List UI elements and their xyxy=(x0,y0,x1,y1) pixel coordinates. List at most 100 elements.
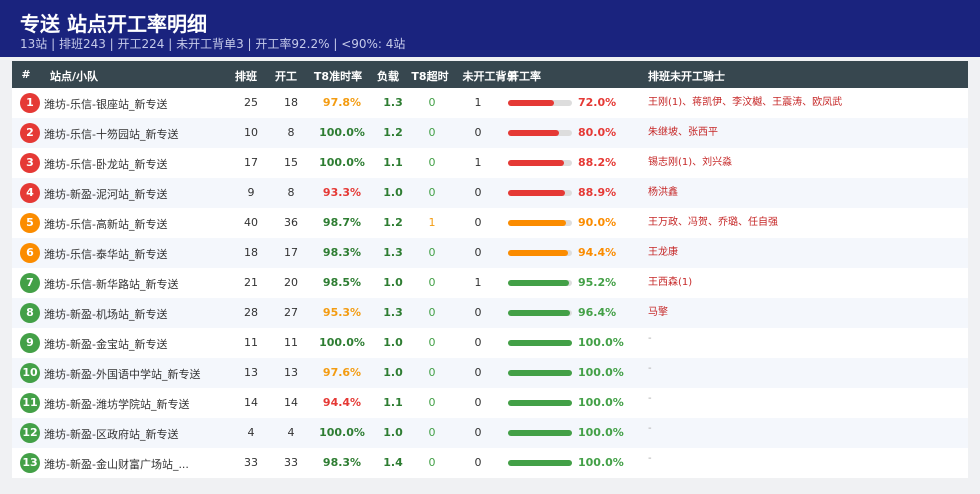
table-row: 5 潍坊-乐信-高新站_新专送 40 36 98.7% 1.2 1 0 90.0% 王万政、冯贺、… xyxy=(12,208,968,238)
scheduled: 28 xyxy=(244,306,258,319)
scheduled: 17 xyxy=(244,156,258,169)
rate-track xyxy=(508,280,572,286)
column-header: T8超时 xyxy=(411,70,449,83)
column-header: # xyxy=(21,68,31,81)
row-badge: 5 xyxy=(20,213,40,233)
row-badge: 1 xyxy=(20,93,40,113)
unstarted: 1 xyxy=(474,96,482,109)
station-name: 潍坊-乐信-高新站_新专送 xyxy=(44,218,168,231)
station-name: 潍坊-乐信-新华路站_新专送 xyxy=(44,278,179,291)
table-row: 9 潍坊-新盈-金宝站_新专送 11 11 100.0% 1.0 0 0 100.0% - xyxy=(12,328,968,358)
rate-track xyxy=(508,400,572,406)
row-badge: 10 xyxy=(20,363,40,383)
column-header: 未开工背单 xyxy=(462,70,518,83)
column-header: 开工 xyxy=(275,70,297,83)
row-badge: 7 xyxy=(20,273,40,293)
row-badge: 12 xyxy=(20,423,40,443)
table-row: 13 潍坊-新盈-金山财富广场站_... 33 33 98.3% 1.4 0 0 100.0% - xyxy=(12,448,968,478)
rate-bar xyxy=(508,400,572,406)
t8-rate: 98.7% xyxy=(322,216,362,229)
rate-track xyxy=(508,100,572,106)
unstarted: 0 xyxy=(474,246,482,259)
riders: 王龙康 xyxy=(648,247,678,258)
unstarted: 0 xyxy=(474,396,482,409)
started: 8 xyxy=(287,186,295,199)
scheduled: 11 xyxy=(244,336,258,349)
t8-rate: 100.0% xyxy=(319,336,365,349)
rate-bar xyxy=(508,160,565,166)
scheduled: 40 xyxy=(244,216,258,229)
rate: 95.2% xyxy=(578,276,617,289)
load: 1.1 xyxy=(383,156,403,169)
rate: 100.0% xyxy=(578,366,624,379)
riders: - xyxy=(648,393,652,404)
unstarted: 0 xyxy=(474,456,482,469)
scheduled: 21 xyxy=(244,276,258,289)
table-row: 10 潍坊-新盈-外国语中学站_新专送 13 13 97.6% 1.0 0 0 100.0% - xyxy=(12,358,968,388)
riders: 锡志刚(1)、刘兴淼 xyxy=(648,157,733,168)
unstarted: 0 xyxy=(474,336,482,349)
load: 1.0 xyxy=(383,186,403,199)
load: 1.3 xyxy=(383,306,403,319)
unstarted: 0 xyxy=(474,126,482,139)
rate-track xyxy=(508,220,572,226)
table-row: 4 潍坊-新盈-泥河站_新专送 9 8 93.3% 1.0 0 0 88.9% 杨洪鑫 xyxy=(12,178,968,208)
riders: - xyxy=(648,453,652,464)
load: 1.1 xyxy=(383,396,403,409)
rate-track xyxy=(508,160,572,166)
title: 专送 站点开工率明细 xyxy=(20,12,207,36)
t8-rate: 100.0% xyxy=(319,126,365,139)
rate-bar xyxy=(508,280,569,286)
table-row: 6 潍坊-乐信-泰华站_新专送 18 17 98.3% 1.3 0 0 94.4% 王龙康 xyxy=(12,238,968,268)
row-badge: 8 xyxy=(20,303,40,323)
riders: 王刚(1)、蒋凯伊、李汶樾、王震涛、欧凤武 xyxy=(648,97,843,108)
load: 1.0 xyxy=(383,276,403,289)
load: 1.0 xyxy=(383,366,403,379)
t8-timeout: 0 xyxy=(428,366,436,379)
rate-track xyxy=(508,190,572,196)
rate-bar xyxy=(508,250,569,256)
rate: 96.4% xyxy=(578,306,617,319)
table-row: 7 潍坊-乐信-新华路站_新专送 21 20 98.5% 1.0 0 1 95.2% 王西森(1) xyxy=(12,268,968,298)
rate-track xyxy=(508,370,572,376)
station-name: 潍坊-新盈-区政府站_新专送 xyxy=(44,428,179,441)
t8-rate: 95.3% xyxy=(322,306,362,319)
scheduled: 18 xyxy=(244,246,258,259)
station-name: 潍坊-新盈-金宝站_新专送 xyxy=(44,338,168,351)
unstarted: 1 xyxy=(474,276,482,289)
started: 36 xyxy=(284,216,298,229)
rate: 80.0% xyxy=(578,126,617,139)
column-header: 排班 xyxy=(235,70,257,83)
riders: 马擎 xyxy=(648,307,668,318)
load: 1.3 xyxy=(383,96,403,109)
row-badge: 2 xyxy=(20,123,40,143)
load: 1.0 xyxy=(383,426,403,439)
scheduled: 9 xyxy=(247,186,255,199)
column-header: T8准时率 xyxy=(313,70,363,83)
started: 14 xyxy=(284,396,298,409)
t8-timeout: 0 xyxy=(428,276,436,289)
rate-bar xyxy=(508,100,555,106)
t8-timeout: 0 xyxy=(428,396,436,409)
table-row: 12 潍坊-新盈-区政府站_新专送 4 4 100.0% 1.0 0 0 100.0% - xyxy=(12,418,968,448)
t8-rate: 94.4% xyxy=(322,396,362,409)
row-badge: 13 xyxy=(20,453,40,473)
rate: 72.0% xyxy=(578,96,617,109)
t8-timeout: 0 xyxy=(428,336,436,349)
scheduled: 33 xyxy=(244,456,258,469)
scheduled: 25 xyxy=(244,96,258,109)
started: 15 xyxy=(284,156,298,169)
started: 8 xyxy=(287,126,295,139)
column-header: 排班未开工骑士 xyxy=(648,70,725,83)
rate-bar xyxy=(508,190,565,196)
rate: 100.0% xyxy=(578,426,624,439)
riders: 杨洪鑫 xyxy=(648,187,678,198)
rate: 94.4% xyxy=(578,246,617,259)
row-badge: 3 xyxy=(20,153,40,173)
scheduled: 13 xyxy=(244,366,258,379)
riders: 王万政、冯贺、乔璐、任自强 xyxy=(648,217,778,228)
unstarted: 0 xyxy=(474,306,482,319)
table-row: 2 潍坊-乐信-十笏园站_新专送 10 8 100.0% 1.2 0 0 80.0% 朱继坡、张西… xyxy=(12,118,968,148)
load: 1.0 xyxy=(383,336,403,349)
